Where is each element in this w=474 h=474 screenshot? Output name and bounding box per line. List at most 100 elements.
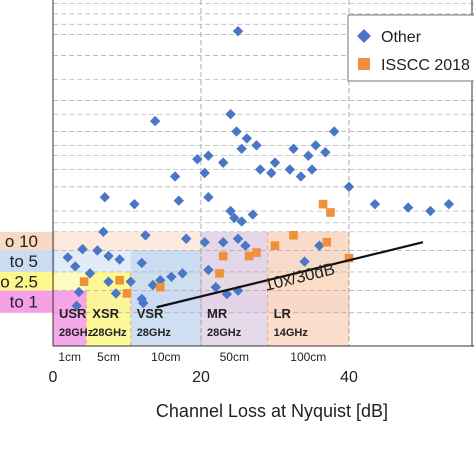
point-other bbox=[403, 202, 414, 213]
point-other bbox=[443, 198, 455, 210]
point-other bbox=[147, 279, 159, 291]
point-other bbox=[210, 281, 221, 293]
point-other bbox=[241, 133, 253, 144]
point-isscc-2018 bbox=[218, 251, 228, 261]
band-label: to 5 bbox=[10, 252, 38, 271]
point-isscc-2018 bbox=[318, 199, 328, 209]
legend-label: ISSCC 2018 bbox=[381, 57, 470, 74]
band-strip bbox=[0, 231, 55, 251]
point-other bbox=[99, 192, 110, 203]
point-other bbox=[225, 108, 236, 120]
region-name: MR bbox=[207, 306, 228, 321]
point-other bbox=[266, 167, 277, 179]
point-other bbox=[140, 230, 151, 241]
region-distance: 1cm bbox=[58, 350, 81, 364]
point-other bbox=[314, 240, 325, 251]
point-other bbox=[136, 257, 147, 269]
point-other bbox=[284, 164, 295, 175]
band-label: o 2.5 bbox=[0, 272, 38, 291]
point-other bbox=[269, 157, 281, 168]
region-freq: 14GHz bbox=[274, 327, 309, 339]
band-label: o 10 bbox=[5, 232, 38, 251]
x-tick-label: 0 bbox=[49, 369, 58, 386]
region-distance: 100cm bbox=[290, 350, 326, 364]
point-other bbox=[232, 25, 244, 37]
point-other bbox=[103, 276, 114, 287]
point-other bbox=[251, 140, 262, 151]
point-isscc-2018 bbox=[289, 230, 298, 240]
point-other bbox=[236, 143, 247, 154]
point-isscc-2018 bbox=[79, 277, 89, 286]
point-other bbox=[320, 147, 331, 158]
data-points bbox=[62, 25, 474, 312]
point-other bbox=[125, 276, 136, 287]
point-other bbox=[73, 286, 85, 298]
point-other bbox=[92, 245, 103, 256]
point-isscc-2018 bbox=[344, 253, 354, 263]
region-freq: 28GHz bbox=[92, 327, 127, 339]
band-label: to 1 bbox=[10, 293, 38, 312]
legend-marker-isscc-2018 bbox=[358, 58, 370, 70]
x-tick-labels: 0 20 40 bbox=[49, 369, 358, 386]
region-name: XSR bbox=[92, 306, 119, 321]
point-other bbox=[306, 164, 318, 175]
point-other bbox=[77, 243, 88, 255]
point-other bbox=[232, 233, 244, 244]
region-distance: 10cm bbox=[151, 350, 180, 364]
point-other bbox=[192, 153, 203, 165]
point-other bbox=[71, 300, 82, 312]
point-other bbox=[98, 226, 109, 238]
trend-line bbox=[156, 241, 424, 309]
point-other bbox=[295, 171, 307, 182]
point-other bbox=[247, 209, 258, 220]
point-other bbox=[149, 115, 161, 127]
band-strip bbox=[0, 250, 55, 272]
point-other bbox=[218, 157, 229, 168]
region-name: USR bbox=[59, 306, 87, 321]
region-distance: 50cm bbox=[220, 350, 249, 364]
point-other bbox=[218, 237, 229, 248]
point-other bbox=[225, 205, 236, 217]
point-other bbox=[203, 192, 214, 203]
band-strip bbox=[0, 271, 55, 291]
legend-label: Other bbox=[381, 29, 422, 46]
point-other bbox=[110, 288, 122, 299]
region-name: LR bbox=[274, 306, 292, 321]
point-other bbox=[62, 252, 73, 263]
point-isscc-2018 bbox=[122, 289, 132, 298]
point-other bbox=[199, 237, 210, 248]
point-other bbox=[343, 181, 355, 193]
region-freq: 28GHz bbox=[207, 327, 242, 339]
legend: Other ISSCC 2018 bbox=[347, 14, 474, 82]
point-other bbox=[288, 143, 299, 154]
point-other bbox=[169, 171, 181, 182]
point-isscc-2018 bbox=[244, 251, 254, 261]
point-other bbox=[129, 198, 140, 210]
point-isscc-2018 bbox=[115, 275, 124, 285]
point-other bbox=[114, 254, 125, 265]
point-other bbox=[138, 297, 149, 309]
point-other bbox=[240, 240, 251, 251]
x-axis-label: Channel Loss at Nyquist [dB] bbox=[156, 401, 388, 421]
point-other bbox=[103, 250, 114, 262]
point-other bbox=[229, 212, 240, 224]
point-isscc-2018 bbox=[322, 237, 332, 247]
band-strip bbox=[0, 290, 55, 313]
point-other bbox=[173, 195, 184, 206]
point-other bbox=[255, 164, 266, 175]
point-other bbox=[231, 126, 242, 137]
point-isscc-2018 bbox=[156, 282, 165, 292]
region-freq: 28GHz bbox=[137, 327, 172, 339]
legend-marker-other bbox=[357, 29, 371, 43]
point-other bbox=[199, 167, 210, 179]
x-tick-label: 40 bbox=[340, 369, 358, 386]
point-isscc-2018 bbox=[270, 241, 280, 250]
region-distance: 5cm bbox=[97, 350, 120, 364]
point-other bbox=[310, 140, 321, 151]
point-other bbox=[299, 256, 310, 267]
point-other bbox=[177, 268, 188, 279]
point-other bbox=[155, 275, 166, 286]
point-other bbox=[84, 268, 96, 279]
